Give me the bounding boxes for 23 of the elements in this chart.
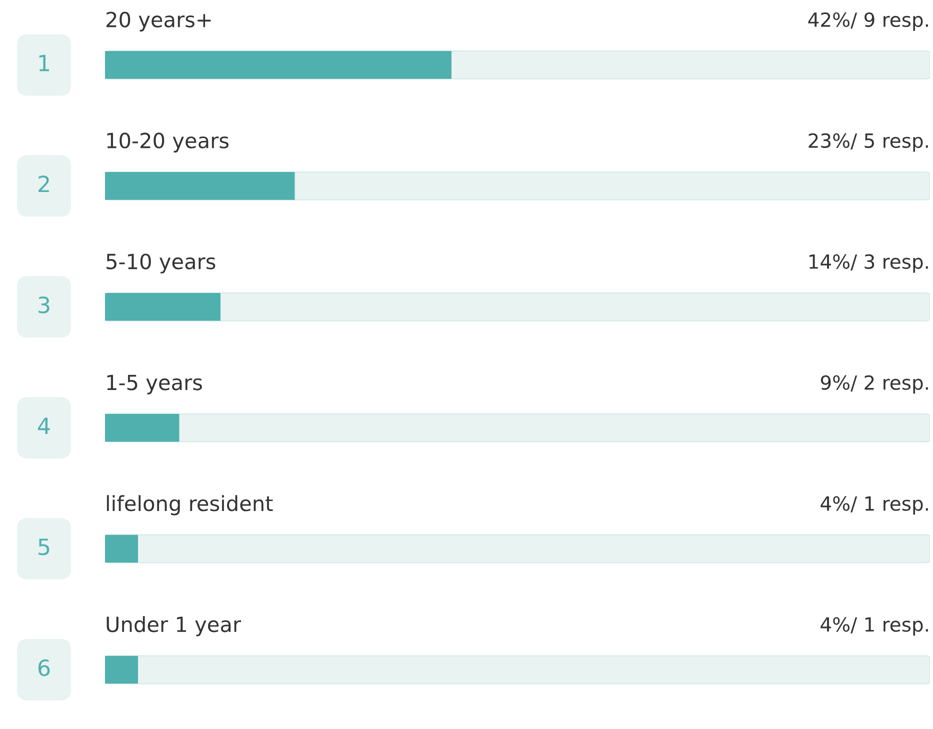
bar — [105, 534, 138, 563]
y-tick-label: lifelong resident — [106, 495, 273, 516]
text: 1 — [39, 54, 50, 72]
y-tick-label: 10-20 years — [107, 132, 228, 152]
data-label: 42%/ 9 resp. — [808, 12, 928, 31]
text: 4 — [38, 418, 50, 434]
data-label: 9%/ 2 resp. — [820, 375, 928, 394]
data-label: 4%/ 1 resp. — [820, 496, 928, 515]
text: 6 — [38, 659, 50, 676]
text: 3 — [38, 296, 50, 314]
y-tick-label: 20 years+ — [106, 12, 211, 32]
y-tick-label: 5-10 years — [106, 254, 216, 274]
bar — [105, 172, 295, 200]
text: 2 — [38, 176, 49, 192]
y-tick-label: Under 1 year — [106, 616, 242, 636]
bar — [105, 414, 180, 442]
bar — [105, 656, 138, 684]
data-label: 4%/ 1 resp. — [820, 617, 928, 636]
bar — [105, 292, 220, 321]
data-label: 23%/ 5 resp. — [808, 133, 928, 152]
text: 5 — [38, 538, 50, 556]
y-tick-label: 1-5 years — [107, 374, 202, 394]
data-label: 14%/ 3 resp. — [809, 254, 928, 273]
